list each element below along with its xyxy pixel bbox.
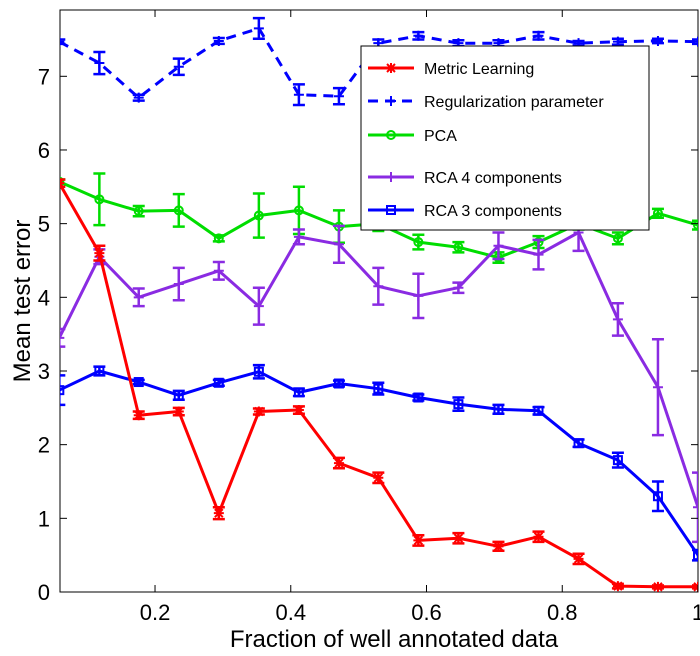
y-tick-label: 4 [38, 285, 50, 310]
y-tick-label: 6 [38, 138, 50, 163]
data-point [94, 248, 104, 258]
data-point [294, 405, 304, 415]
data-point [214, 508, 224, 518]
data-point [493, 541, 503, 551]
y-tick-label: 3 [38, 359, 50, 384]
x-tick-label: 0.8 [547, 600, 578, 625]
x-tick-label: 0.2 [140, 600, 171, 625]
x-axis-label: Fraction of well annotated data [230, 626, 559, 653]
y-tick-label: 1 [38, 506, 50, 531]
y-axis-label: Mean test error [9, 220, 36, 383]
legend-label: PCA [424, 128, 457, 145]
legend-marker [386, 63, 396, 73]
data-point [574, 554, 584, 564]
legend-label: Regularization parameter [424, 94, 604, 111]
x-tick-label: 0.6 [411, 600, 442, 625]
data-point [254, 407, 264, 417]
x-tick-label: 1 [692, 600, 700, 625]
legend-label: Metric Learning [424, 61, 534, 78]
data-point [413, 535, 423, 545]
data-point [453, 533, 463, 543]
data-point [534, 532, 544, 542]
legend: Metric Learning Regularization parameter P… [361, 46, 649, 230]
y-tick-label: 2 [38, 433, 50, 458]
data-point [54, 178, 64, 188]
data-point [174, 407, 184, 417]
y-tick-label: 7 [38, 64, 50, 89]
y-tick-label: 5 [38, 212, 50, 237]
x-tick-label: 0.4 [275, 600, 306, 625]
data-point [373, 473, 383, 483]
legend-label: RCA 4 components [424, 170, 562, 187]
data-point [613, 581, 623, 591]
data-point [334, 458, 344, 468]
data-point [653, 582, 663, 592]
legend-label: RCA 3 components [424, 203, 562, 220]
data-point [134, 410, 144, 420]
y-tick-label: 0 [38, 580, 50, 605]
